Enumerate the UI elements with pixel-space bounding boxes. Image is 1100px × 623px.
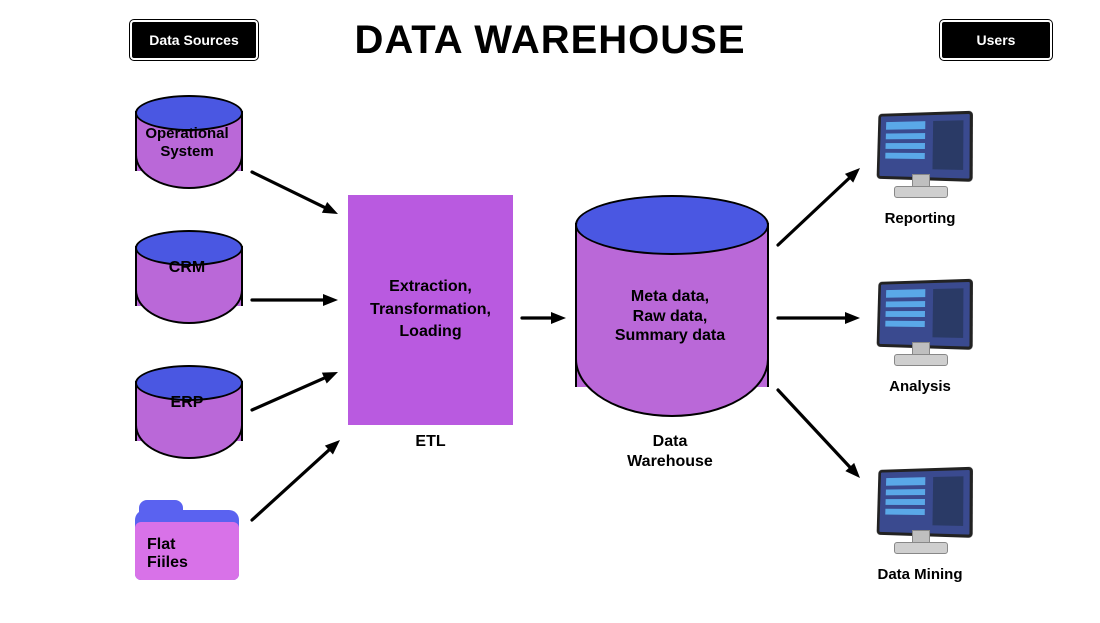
- cylinder-label: Operational System: [135, 125, 239, 161]
- etl-caption: ETL: [348, 432, 513, 452]
- cylinder-label: CRM: [135, 258, 239, 277]
- arrow-dw-to-report: [778, 177, 850, 245]
- user-datamining-label: Data Mining: [860, 566, 980, 583]
- source-operational-system: Operational System: [135, 95, 239, 187]
- arrowhead-op-to-etl: [322, 202, 338, 214]
- arrow-op-to-etl: [252, 172, 326, 208]
- user-analysis-monitor: [870, 280, 970, 370]
- arrow-erp-to-etl: [252, 377, 326, 410]
- cylinder-label: Meta data, Raw data, Summary data: [575, 287, 765, 345]
- user-reporting-label: Reporting: [860, 210, 980, 227]
- monitor-icon: [877, 111, 973, 182]
- arrow-flat-to-etl: [252, 449, 330, 520]
- arrowhead-dw-to-mining: [845, 463, 860, 478]
- arrowhead-etl-to-dw: [551, 312, 566, 324]
- arrowhead-dw-to-analysis: [845, 312, 860, 324]
- diagram-stage: DATA WAREHOUSE Data Sources Users Operat…: [0, 0, 1100, 623]
- header-data-sources: Data Sources: [130, 20, 258, 60]
- arrowhead-flat-to-etl: [325, 440, 340, 455]
- arrowhead-dw-to-report: [845, 168, 860, 183]
- arrowhead-crm-to-etl: [323, 294, 338, 306]
- source-crm: CRM: [135, 230, 239, 322]
- user-reporting-monitor: [870, 112, 970, 202]
- monitor-icon: [877, 279, 973, 350]
- user-analysis-label: Analysis: [860, 378, 980, 395]
- source-erp: ERP: [135, 365, 239, 457]
- monitor-icon: [877, 467, 973, 538]
- cylinder-label: ERP: [135, 393, 239, 412]
- header-users: Users: [940, 20, 1052, 60]
- arrowhead-erp-to-etl: [322, 372, 338, 384]
- user-datamining-monitor: [870, 468, 970, 558]
- arrow-dw-to-mining: [778, 390, 851, 468]
- source-flat-files: Flat Fiiles: [135, 500, 239, 580]
- data-warehouse-cylinder: Meta data, Raw data, Summary data: [575, 195, 765, 415]
- etl-box: Extraction, Transformation, Loading: [348, 195, 513, 425]
- data-warehouse-caption: Data Warehouse: [575, 432, 765, 472]
- folder-label: Flat Fiiles: [147, 536, 188, 573]
